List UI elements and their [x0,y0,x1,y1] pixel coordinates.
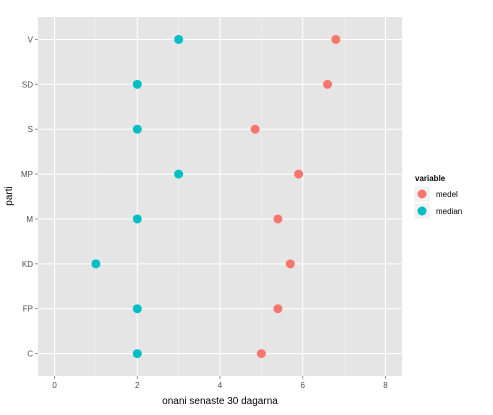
data-point-medel [273,214,283,224]
data-point-medel [323,79,333,89]
legend-key-medel [417,189,427,199]
data-point-median [132,214,142,224]
y-tick-label: S [28,125,33,134]
legend-label-medel: medel [436,190,458,199]
data-point-median [174,34,184,44]
y-tick-label: SD [22,80,33,89]
data-point-median [132,124,142,134]
legend-key-median [417,206,427,216]
grid-minor [95,17,345,376]
x-tick-label: 8 [383,381,388,390]
data-point-median [132,304,142,314]
y-tick-label: KD [22,260,33,269]
y-tick-label: FP [23,305,33,314]
data-point-medel [273,304,283,314]
y-axis-title: parti [4,186,15,205]
data-point-medel [250,124,260,134]
x-tick-label: 0 [52,381,57,390]
y-tick-label: V [28,35,34,44]
x-axis: 0 2 4 6 8 [52,376,388,390]
y-axis: C FP KD M MP S SD V [21,35,38,359]
legend-label-median: median [436,207,462,216]
x-tick-label: 4 [218,381,223,390]
y-tick-label: M [26,215,33,224]
x-axis-title: onani senaste 30 dagarna [162,396,278,407]
data-point-median [174,169,184,179]
data-point-medel [331,34,341,44]
data-point-median [132,79,142,89]
data-point-median [132,349,142,359]
data-point-medel [294,169,304,179]
data-point-medel [285,259,295,269]
data-points [91,34,341,359]
y-tick-label: C [27,350,33,359]
grid-major [38,17,402,376]
y-tick-label: MP [21,170,33,179]
data-point-medel [256,349,266,359]
x-tick-label: 2 [135,381,140,390]
x-tick-label: 6 [301,381,306,390]
data-point-median [91,259,101,269]
legend-title: variable [415,174,446,183]
legend: variable medel median [413,174,462,220]
